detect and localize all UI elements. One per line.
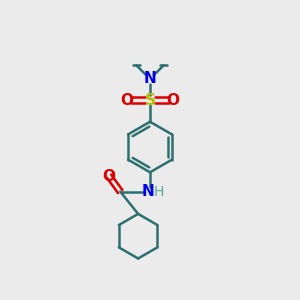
Text: O: O bbox=[167, 93, 180, 108]
Text: N: N bbox=[141, 184, 154, 199]
Text: N: N bbox=[144, 71, 156, 86]
Text: O: O bbox=[120, 93, 133, 108]
Text: O: O bbox=[103, 169, 116, 184]
Text: S: S bbox=[145, 93, 155, 108]
Text: H: H bbox=[153, 184, 164, 199]
